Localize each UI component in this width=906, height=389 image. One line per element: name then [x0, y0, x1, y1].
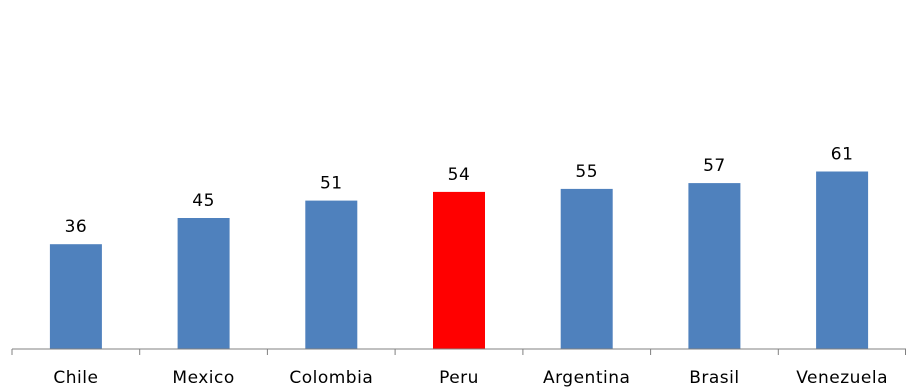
bar-colombia: [305, 200, 358, 349]
bar-mexico: [177, 218, 230, 349]
tick-label-venezuela: Venezuela: [796, 368, 888, 388]
value-label-chile: 36: [65, 217, 88, 237]
x-tick-labels-group: Chile Mexico Colombia Peru Argentina Brasil Ve…: [53, 368, 888, 388]
bar-peru: [433, 191, 485, 349]
value-label-peru: 54: [448, 165, 471, 185]
tick-label-colombia: Colombia: [289, 368, 373, 388]
tick-label-peru: Peru: [439, 368, 479, 388]
bar-chile: [49, 244, 102, 349]
tick-label-argentina: Argentina: [543, 368, 630, 388]
x-axis: [11, 348, 906, 355]
bar-venezuela: [816, 171, 869, 349]
bar-argentina: [560, 188, 613, 349]
value-labels-group: 36 45 51 54 55 57 61: [65, 145, 854, 238]
value-label-brasil: 57: [703, 156, 726, 176]
value-label-venezuela: 61: [831, 145, 854, 165]
bars-group: [49, 171, 869, 349]
value-label-argentina: 55: [575, 162, 598, 182]
value-label-colombia: 51: [320, 174, 343, 194]
bar-brasil: [688, 183, 741, 349]
value-label-mexico: 45: [192, 191, 215, 211]
tick-label-brasil: Brasil: [689, 368, 739, 388]
tick-label-chile: Chile: [53, 368, 98, 388]
tick-label-mexico: Mexico: [172, 368, 234, 388]
